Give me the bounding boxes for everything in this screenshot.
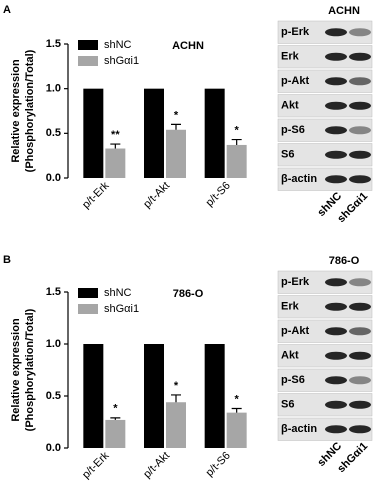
- blot-row-label: Erk: [281, 51, 300, 63]
- blot-row-label: Erk: [281, 301, 300, 313]
- blot-band: [325, 351, 347, 360]
- y-axis-label: (Phosphorylation/Total): [24, 308, 36, 431]
- blot-band: [349, 327, 371, 336]
- blot-band: [349, 425, 371, 434]
- bar: [83, 344, 104, 448]
- blot-band: [349, 302, 371, 311]
- y-tick-label: 0.0: [46, 442, 61, 454]
- significance: *: [113, 403, 118, 415]
- significance: *: [174, 109, 179, 121]
- y-tick-label: 1.0: [46, 83, 61, 95]
- x-tick-label: p/t-Akt: [141, 180, 172, 211]
- bar: [144, 344, 164, 448]
- error-bar: [110, 143, 121, 149]
- y-axis-label: (Phosphorylation/Total): [24, 49, 36, 172]
- significance: **: [111, 129, 120, 141]
- blot-band: [349, 376, 371, 385]
- bar: [166, 129, 186, 178]
- blot-row-label: p-Akt: [281, 75, 309, 87]
- error-bar: [110, 417, 121, 420]
- y-tick-label: 0.5: [46, 127, 61, 139]
- blot-band: [325, 278, 347, 287]
- blot-band: [325, 302, 347, 311]
- blot-band: [325, 327, 347, 336]
- blot-band: [325, 175, 347, 184]
- error-bar: [171, 123, 181, 130]
- blot-band: [349, 278, 371, 287]
- blot-row-label: p-S6: [281, 374, 305, 386]
- blot-band: [349, 351, 371, 360]
- y-tick-label: 1.5: [46, 286, 61, 298]
- x-tick-label: p/t-Erk: [80, 179, 112, 211]
- legend-label: shNC: [104, 287, 132, 299]
- bar: [204, 88, 225, 178]
- y-tick-label: 1.0: [46, 338, 61, 350]
- legend-swatch: [78, 288, 98, 298]
- blot-band: [325, 425, 347, 434]
- error-bar: [231, 138, 242, 145]
- legend-label: shNC: [104, 39, 132, 51]
- blot-band: [325, 126, 347, 135]
- bar: [83, 88, 104, 178]
- y-tick-label: 0.5: [46, 390, 61, 402]
- error-bar: [171, 394, 181, 403]
- bar: [226, 144, 247, 178]
- blot-row-label: p-Akt: [281, 325, 309, 337]
- blot-band: [325, 28, 347, 37]
- bar: [105, 419, 126, 448]
- legend-label: shGαi1: [104, 303, 139, 315]
- chart-title: ACHN: [172, 40, 204, 52]
- blot-row-label: β-actin: [281, 173, 317, 185]
- legend-swatch: [78, 304, 98, 314]
- significance: *: [235, 124, 240, 136]
- blot-band: [325, 376, 347, 385]
- x-tick-label: p/t-Erk: [80, 449, 112, 481]
- x-tick-label: p/t-Akt: [141, 450, 172, 481]
- x-tick-label: p/t-S6: [204, 180, 233, 209]
- blot-title: 786-O: [329, 255, 360, 267]
- bar: [204, 344, 225, 448]
- error-bar: [231, 407, 242, 413]
- blot-band: [325, 400, 347, 409]
- blot-band: [325, 101, 347, 110]
- legend-swatch: [78, 56, 98, 66]
- bar: [105, 148, 126, 178]
- blot-row-label: p-Erk: [281, 26, 310, 38]
- blot-band: [349, 400, 371, 409]
- legend-label: shGαi1: [104, 55, 139, 67]
- bar: [166, 402, 186, 448]
- blot-band: [325, 52, 347, 61]
- blot-band: [349, 77, 371, 86]
- significance: *: [174, 380, 179, 392]
- chart-title: 786-O: [173, 288, 204, 300]
- legend-swatch: [78, 40, 98, 50]
- blot-row-label: Akt: [281, 350, 299, 362]
- blot-row-label: S6: [281, 149, 294, 161]
- x-tick-label: p/t-S6: [204, 450, 233, 479]
- blot-row-label: Akt: [281, 100, 299, 112]
- blot-title: ACHN: [328, 5, 360, 17]
- bar: [144, 88, 164, 178]
- blot-band: [349, 126, 371, 135]
- blot-band: [349, 175, 371, 184]
- significance: *: [235, 393, 240, 405]
- bar: [226, 412, 247, 448]
- blot-band: [349, 28, 371, 37]
- panel-letter: A: [3, 4, 11, 16]
- y-axis-label: Relative expression: [10, 318, 22, 422]
- blot-row-label: p-Erk: [281, 276, 310, 288]
- blot-band: [349, 52, 371, 61]
- panel-letter: B: [3, 254, 11, 266]
- blot-row-label: p-S6: [281, 124, 305, 136]
- blot-row-label: S6: [281, 399, 294, 411]
- y-tick-label: 0.0: [46, 172, 61, 184]
- blot-row-label: β-actin: [281, 423, 317, 435]
- y-tick-label: 1.5: [46, 38, 61, 50]
- blot-band: [349, 150, 371, 159]
- y-axis-label: Relative expression: [10, 59, 22, 163]
- blot-band: [325, 77, 347, 86]
- blot-band: [349, 101, 371, 110]
- blot-band: [325, 150, 347, 159]
